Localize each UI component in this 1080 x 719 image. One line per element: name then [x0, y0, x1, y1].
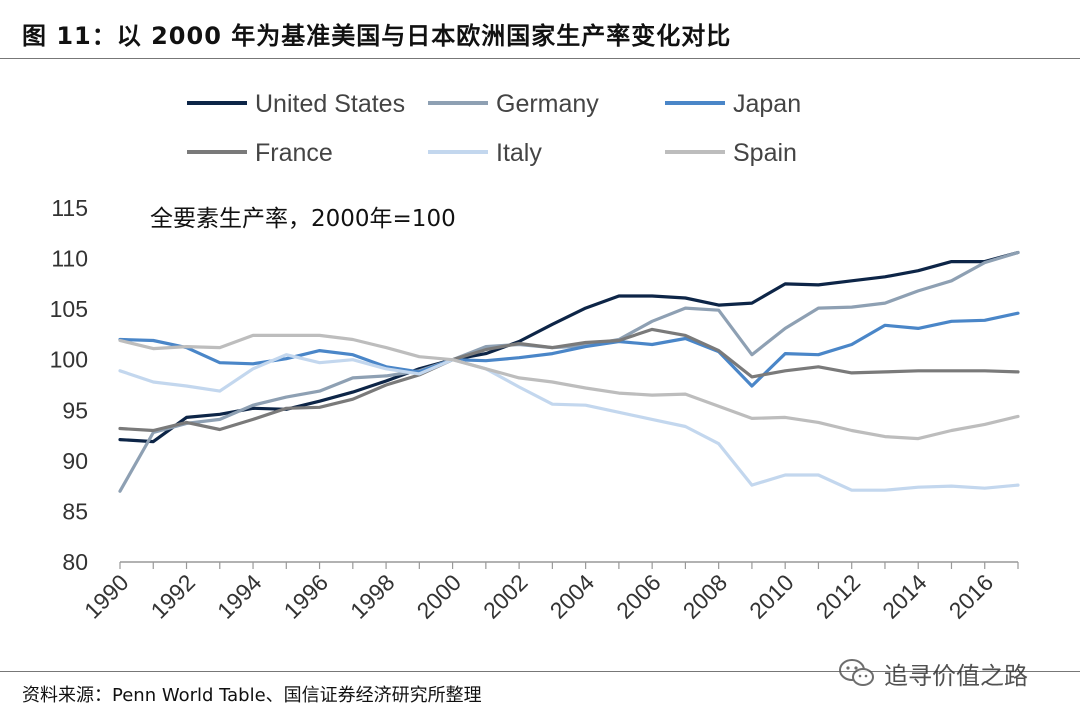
x-tick-label-2002: 2002 — [478, 569, 533, 624]
line-chart: United States Germany Japan France Italy Spai… — [50, 90, 1020, 624]
y-tick-label-110: 110 — [51, 246, 88, 272]
x-tick-label-2008: 2008 — [678, 569, 733, 624]
y-tick-label-80: 80 — [62, 549, 88, 575]
x-tick-label-2006: 2006 — [611, 569, 666, 624]
bottom-divider — [0, 671, 1080, 672]
series-line-japan — [118, 311, 1020, 388]
legend-label-italy: Italy — [496, 139, 542, 167]
chart-annotation: 全要素生产率，2000年=100 — [150, 206, 456, 232]
x-tick-label-2012: 2012 — [811, 569, 866, 624]
x-tick-label-2000: 2000 — [412, 569, 467, 624]
y-tick-label-90: 90 — [62, 448, 88, 474]
y-tick-label-95: 95 — [62, 397, 88, 423]
x-tick-label-2016: 2016 — [944, 569, 999, 624]
series-line-spain — [118, 333, 1020, 441]
x-tick-label-1992: 1992 — [145, 569, 200, 624]
source-note: 资料来源：Penn World Table、国信证券经济研究所整理 — [22, 685, 482, 706]
series-line-united-states — [118, 250, 1020, 444]
watermark: 追寻价值之路 — [838, 656, 1028, 690]
y-tick-label-85: 85 — [62, 498, 88, 524]
y-tick-label-115: 115 — [51, 195, 88, 221]
x-tick-label-1996: 1996 — [279, 569, 334, 624]
x-axis: 1990 1992 1994 1996 1998 2000 2002 2004 2006 2008… — [79, 561, 1019, 624]
legend-label-france: France — [255, 139, 333, 167]
legend-label-united-states: United States — [255, 90, 405, 118]
x-tick-label-2014: 2014 — [877, 569, 932, 624]
x-tick-label-1998: 1998 — [345, 569, 400, 624]
top-divider — [0, 58, 1080, 59]
figure-title: 图 11：以 2000 年为基准美国与日本欧洲国家生产率变化对比 — [22, 22, 732, 50]
series-line-italy — [118, 353, 1020, 492]
y-tick-label-105: 105 — [50, 296, 88, 322]
legend-label-japan: Japan — [733, 90, 801, 118]
x-tick-label-1990: 1990 — [79, 569, 134, 624]
x-tick-label-1994: 1994 — [212, 569, 267, 624]
legend-label-germany: Germany — [496, 90, 599, 118]
y-tick-label-100: 100 — [50, 347, 88, 373]
series-lines — [118, 250, 1020, 493]
watermark-text: 追寻价值之路 — [884, 661, 1028, 690]
wechat-icon — [839, 659, 874, 686]
x-tick-label-2004: 2004 — [545, 569, 600, 624]
series-line-france — [118, 327, 1020, 433]
legend-label-spain: Spain — [733, 139, 797, 167]
y-axis: 80 85 90 95 100 105 110 115 — [50, 195, 88, 575]
legend: United States Germany Japan France Italy Spai… — [187, 90, 801, 167]
x-tick-label-2010: 2010 — [744, 569, 799, 624]
